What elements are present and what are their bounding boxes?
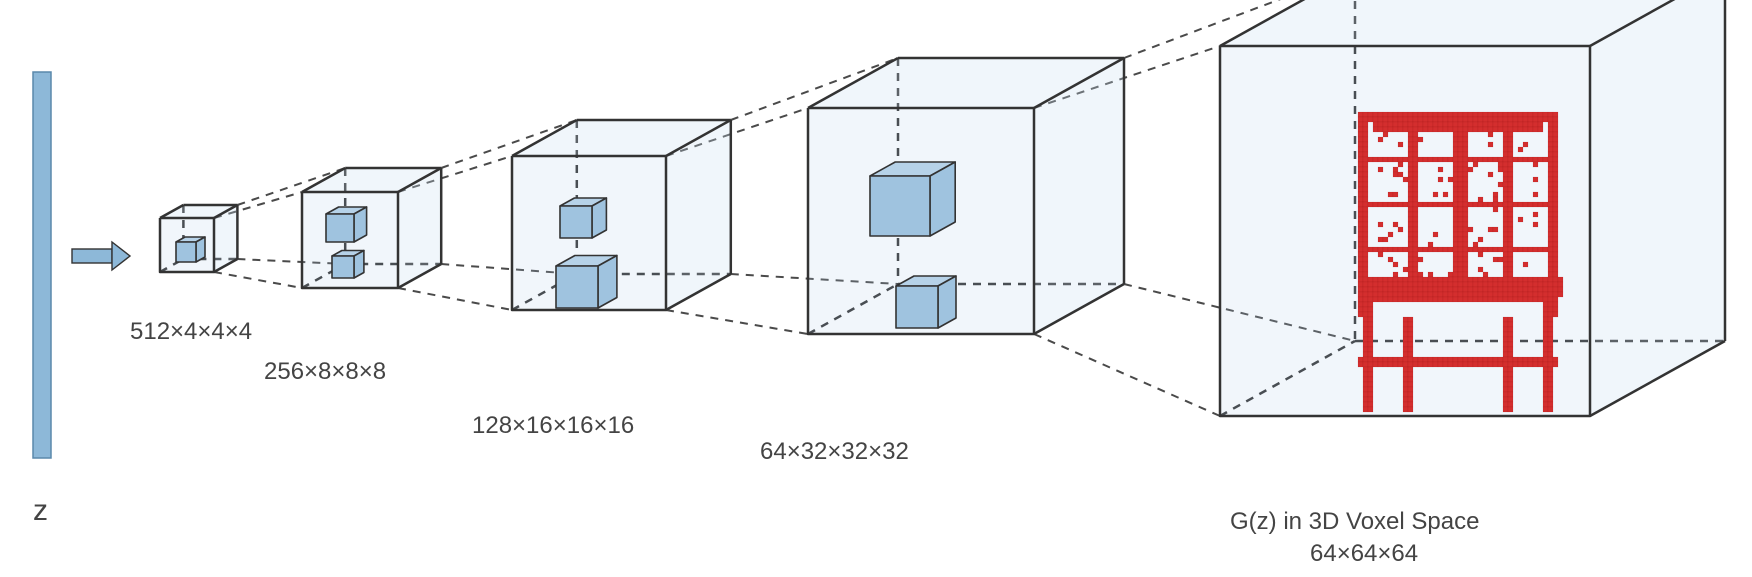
layer-label-0: 512×4×4×4 xyxy=(130,318,252,346)
layer-label-2: 128×16×16×16 xyxy=(472,412,634,440)
layer-cube-2 xyxy=(512,120,731,310)
layer-cube-1 xyxy=(302,168,441,288)
kernel-2-0 xyxy=(560,198,606,238)
kernel-1-0 xyxy=(326,207,367,242)
kernel-0-0 xyxy=(176,237,205,262)
diagram-stage: z 512×4×4×4 256×8×8×8 128×16×16×16 64×32×32×… xyxy=(0,0,1752,577)
layer-label-4-line2: 64×64×64 xyxy=(1310,540,1418,568)
layer-label-3: 64×32×32×32 xyxy=(760,438,909,466)
layer-cube-4 xyxy=(1220,0,1725,416)
z-vector xyxy=(33,72,51,458)
layer-cube-3 xyxy=(808,58,1124,334)
z-label: z xyxy=(33,494,48,528)
diagram-svg xyxy=(0,0,1752,577)
kernel-3-1 xyxy=(896,276,956,328)
layer-label-1: 256×8×8×8 xyxy=(264,358,386,386)
arrow xyxy=(72,242,130,270)
kernel-3-0 xyxy=(870,162,955,236)
kernel-1-1 xyxy=(332,251,364,279)
kernel-2-1 xyxy=(556,256,617,309)
layer-label-4: G(z) in 3D Voxel Space xyxy=(1230,508,1479,536)
